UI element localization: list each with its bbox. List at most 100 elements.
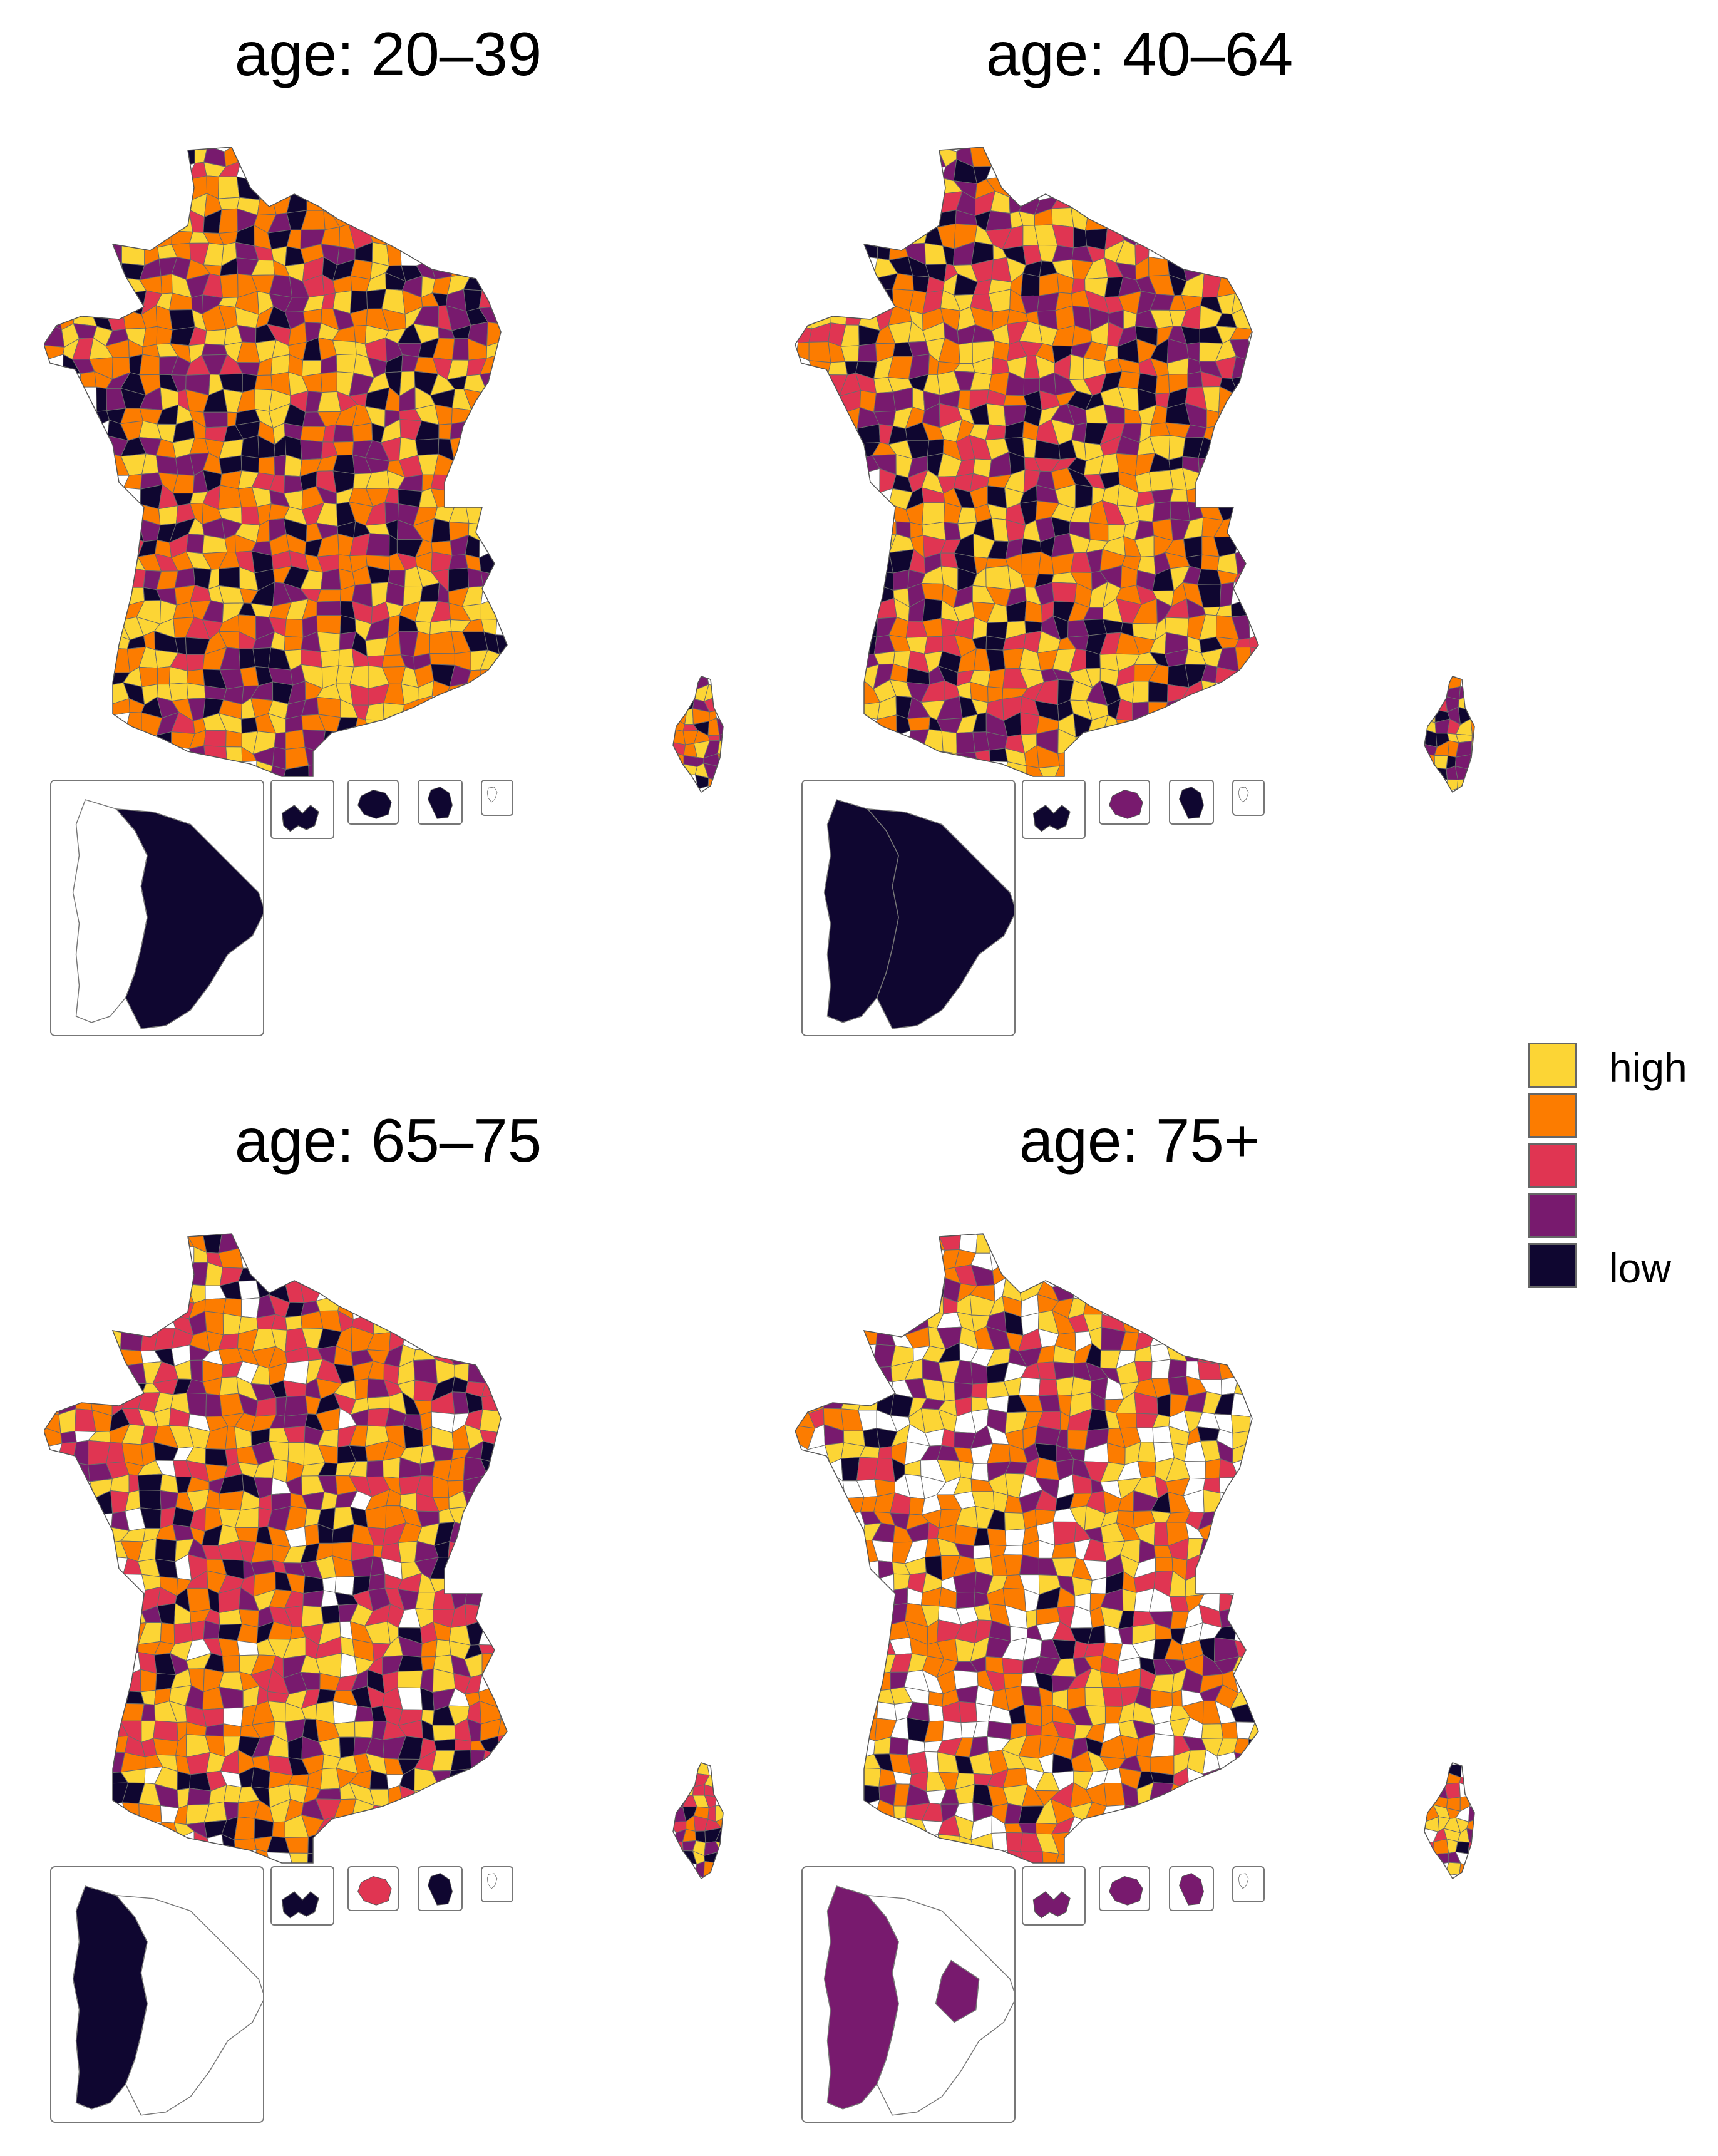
legend-swatch bbox=[1528, 1093, 1577, 1138]
overseas-region bbox=[281, 805, 319, 832]
canton-region bbox=[160, 273, 173, 294]
canton-region bbox=[225, 730, 242, 748]
canton-region bbox=[1084, 212, 1108, 231]
canton-region bbox=[160, 1622, 175, 1645]
overseas-region bbox=[486, 787, 498, 803]
canton-region bbox=[1073, 227, 1088, 249]
canton-region bbox=[157, 666, 171, 685]
canton-region bbox=[300, 426, 326, 443]
french-guiana-inset bbox=[801, 780, 1017, 1036]
canton-region bbox=[1103, 1782, 1126, 1807]
canton-region bbox=[338, 648, 355, 668]
panel-title: age: 75+ bbox=[1019, 1106, 1260, 1175]
canton-region bbox=[448, 554, 468, 570]
canton-region bbox=[1201, 1723, 1223, 1739]
france-choropleth-map bbox=[795, 1233, 1259, 1864]
canton-region bbox=[438, 423, 452, 440]
canton-region bbox=[257, 195, 277, 216]
canton-region bbox=[1150, 1689, 1173, 1710]
canton-region bbox=[169, 1281, 195, 1304]
canton-region bbox=[176, 196, 192, 214]
canton-region bbox=[986, 403, 1006, 427]
canton-region bbox=[684, 708, 694, 725]
legend-label: high bbox=[1609, 1044, 1687, 1091]
overseas-map bbox=[486, 787, 498, 803]
legend-swatch bbox=[1528, 1243, 1577, 1288]
french-guiana-inset bbox=[801, 1866, 1017, 2123]
legend-label: low bbox=[1609, 1245, 1672, 1291]
guiana-map bbox=[72, 799, 265, 1029]
legend-swatch bbox=[1528, 1143, 1577, 1188]
canton-region bbox=[186, 654, 205, 672]
canton-region bbox=[155, 1538, 177, 1562]
canton-region bbox=[1468, 1806, 1474, 1823]
canton-region bbox=[875, 288, 894, 312]
overseas-region bbox=[1109, 790, 1143, 819]
canton-region bbox=[959, 1701, 978, 1723]
canton-regions bbox=[673, 676, 723, 791]
canton-region bbox=[1118, 371, 1141, 389]
martinique-inset bbox=[418, 780, 463, 825]
canton-region bbox=[928, 1703, 944, 1722]
canton-region bbox=[431, 518, 451, 543]
canton-region bbox=[1020, 712, 1040, 735]
canton-region bbox=[1466, 1828, 1474, 1843]
canton-regions bbox=[1424, 676, 1474, 792]
overseas-map bbox=[281, 805, 319, 832]
canton-region bbox=[1433, 1852, 1449, 1866]
canton-region bbox=[1203, 1489, 1221, 1514]
canton-region bbox=[218, 1490, 244, 1511]
overseas-map bbox=[1179, 787, 1204, 819]
canton-region bbox=[1037, 292, 1059, 312]
canton-region bbox=[123, 473, 143, 490]
canton-region bbox=[464, 500, 488, 525]
mayotte-inset bbox=[481, 1866, 513, 1902]
canton-region bbox=[339, 1736, 356, 1758]
country-border bbox=[1424, 1762, 1475, 1880]
canton-region bbox=[254, 1818, 274, 1839]
overseas-map bbox=[1032, 1891, 1071, 1919]
guiana-map bbox=[823, 799, 1017, 1029]
canton-region bbox=[186, 1392, 207, 1417]
canton-region bbox=[203, 411, 228, 428]
canton-region bbox=[254, 374, 273, 391]
canton-region bbox=[1433, 1839, 1449, 1855]
canton-region bbox=[201, 343, 228, 356]
overseas-region bbox=[1179, 787, 1204, 819]
canton-region bbox=[942, 1381, 955, 1401]
canton-region bbox=[907, 716, 931, 731]
canton-region bbox=[1434, 1771, 1445, 1788]
canton-region bbox=[1038, 765, 1061, 776]
canton-region bbox=[862, 618, 878, 638]
canton-region bbox=[429, 631, 456, 654]
canton-region bbox=[1220, 1489, 1238, 1515]
canton-region bbox=[1153, 1522, 1169, 1547]
canton-region bbox=[1074, 484, 1093, 509]
canton-region bbox=[858, 1767, 882, 1787]
canton-region bbox=[827, 361, 848, 376]
canton-region bbox=[904, 229, 928, 245]
guadeloupe-inset bbox=[1022, 780, 1086, 839]
canton-region bbox=[970, 1463, 989, 1482]
canton-region bbox=[366, 655, 384, 668]
canton-region bbox=[716, 717, 723, 736]
canton-region bbox=[878, 1560, 895, 1579]
canton-region bbox=[1249, 646, 1258, 669]
canton-region bbox=[942, 1720, 963, 1741]
canton-region bbox=[941, 730, 957, 754]
canton-region bbox=[1052, 1521, 1077, 1546]
canton-region bbox=[1231, 1414, 1251, 1434]
canton-region bbox=[72, 1462, 91, 1482]
canton-region bbox=[365, 533, 390, 557]
canton-region bbox=[987, 1528, 1007, 1546]
canton-region bbox=[307, 1834, 317, 1854]
canton-region bbox=[354, 1705, 374, 1722]
martinique-inset bbox=[1169, 780, 1214, 825]
canton-region bbox=[1248, 1738, 1258, 1758]
canton-region bbox=[1219, 582, 1235, 607]
canton-region bbox=[478, 290, 505, 309]
canton-region bbox=[1155, 1557, 1173, 1572]
overseas-map bbox=[1238, 1873, 1249, 1889]
canton-region bbox=[922, 598, 943, 622]
canton-region bbox=[1051, 207, 1074, 228]
